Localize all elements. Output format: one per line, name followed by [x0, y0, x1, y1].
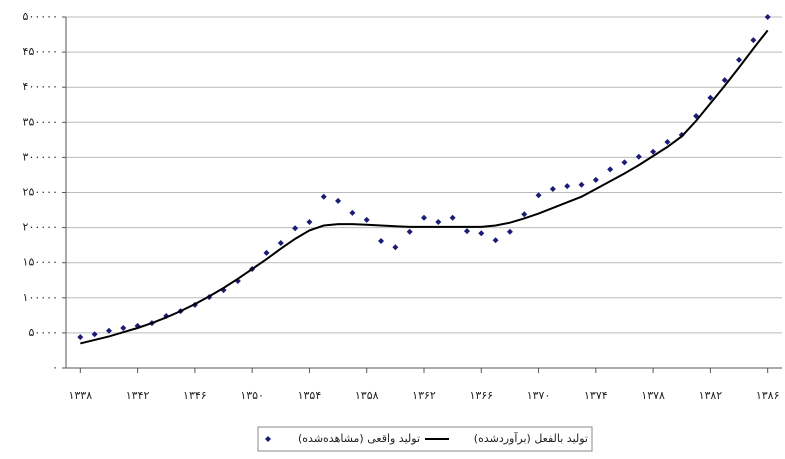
- data-point: [621, 159, 628, 166]
- data-point: [120, 324, 127, 331]
- legend-label: تولید واقعی (مشاهده‌شده): [298, 432, 420, 445]
- data-point: [335, 197, 342, 204]
- y-tick-label: ۳۰۰۰۰۰: [23, 150, 58, 163]
- data-point: [592, 176, 599, 183]
- data-point: [721, 77, 728, 84]
- data-point: [707, 94, 714, 101]
- y-tick-label: ۵۰۰۰۰۰: [23, 10, 58, 23]
- legend-label: تولید بالفعل (برآوردشده): [474, 431, 588, 445]
- x-tick-label: ۱۳۵۴: [298, 389, 322, 402]
- y-tick-label: ۰: [52, 361, 58, 374]
- x-tick-label: ۱۳۶۶: [469, 389, 493, 402]
- data-point: [263, 249, 270, 256]
- x-tick-label: ۱۳۷۸: [641, 389, 665, 402]
- x-tick-label: ۱۳۳۸: [68, 389, 92, 402]
- data-point: [650, 148, 657, 155]
- data-point: [564, 183, 571, 190]
- y-tick-label: ۴۵۰۰۰۰: [23, 45, 58, 58]
- data-point: [363, 216, 370, 223]
- x-tick-label: ۱۳۸۶: [756, 389, 780, 402]
- x-tick-label: ۱۳۴۲: [126, 389, 150, 402]
- data-point: [349, 209, 356, 216]
- data-point: [521, 211, 528, 218]
- data-point: [506, 228, 513, 235]
- data-point: [292, 225, 299, 232]
- legend-marker: [265, 436, 271, 442]
- data-point: [105, 327, 112, 334]
- data-point: [378, 237, 385, 244]
- data-point: [635, 153, 642, 160]
- y-tick-label: ۳۵۰۰۰۰: [23, 115, 58, 128]
- data-point: [91, 331, 98, 338]
- data-point: [406, 228, 413, 235]
- y-tick-label: ۱۵۰۰۰۰: [23, 256, 58, 269]
- data-point: [764, 14, 771, 20]
- y-tick-label: ۲۵۰۰۰۰: [23, 186, 58, 199]
- data-point: [463, 228, 470, 235]
- y-tick-label: ۱۰۰۰۰۰: [23, 291, 58, 304]
- x-tick-label: ۱۳۴۶: [183, 389, 207, 402]
- data-point: [578, 181, 585, 188]
- data-point: [306, 218, 313, 225]
- x-tick-label: ۱۳۶۲: [412, 389, 436, 402]
- data-point: [392, 244, 399, 251]
- data-point: [421, 214, 427, 221]
- x-tick-label: ۱۳۵۰: [240, 389, 264, 402]
- x-tick-label: ۱۳۷۰: [527, 389, 551, 402]
- fit-line: [80, 29, 769, 345]
- data-point: [549, 185, 556, 192]
- data-point: [492, 237, 499, 244]
- y-tick-label: ۲۰۰۰۰۰: [23, 221, 58, 234]
- data-point: [277, 240, 284, 247]
- y-tick-label: ۵۰۰۰۰: [28, 326, 58, 339]
- data-point: [607, 166, 614, 173]
- data-point: [435, 218, 442, 225]
- x-tick-label: ۱۳۸۲: [699, 389, 723, 402]
- data-point: [77, 334, 84, 341]
- data-point: [535, 192, 542, 199]
- x-tick-label: ۱۳۵۸: [355, 389, 379, 402]
- data-point: [664, 138, 671, 145]
- data-point: [736, 56, 743, 63]
- data-point: [478, 230, 485, 237]
- data-point: [320, 193, 327, 200]
- data-point: [449, 214, 456, 221]
- x-tick-label: ۱۳۷۴: [584, 389, 608, 402]
- data-point: [750, 37, 757, 44]
- y-tick-label: ۴۰۰۰۰۰: [23, 80, 58, 93]
